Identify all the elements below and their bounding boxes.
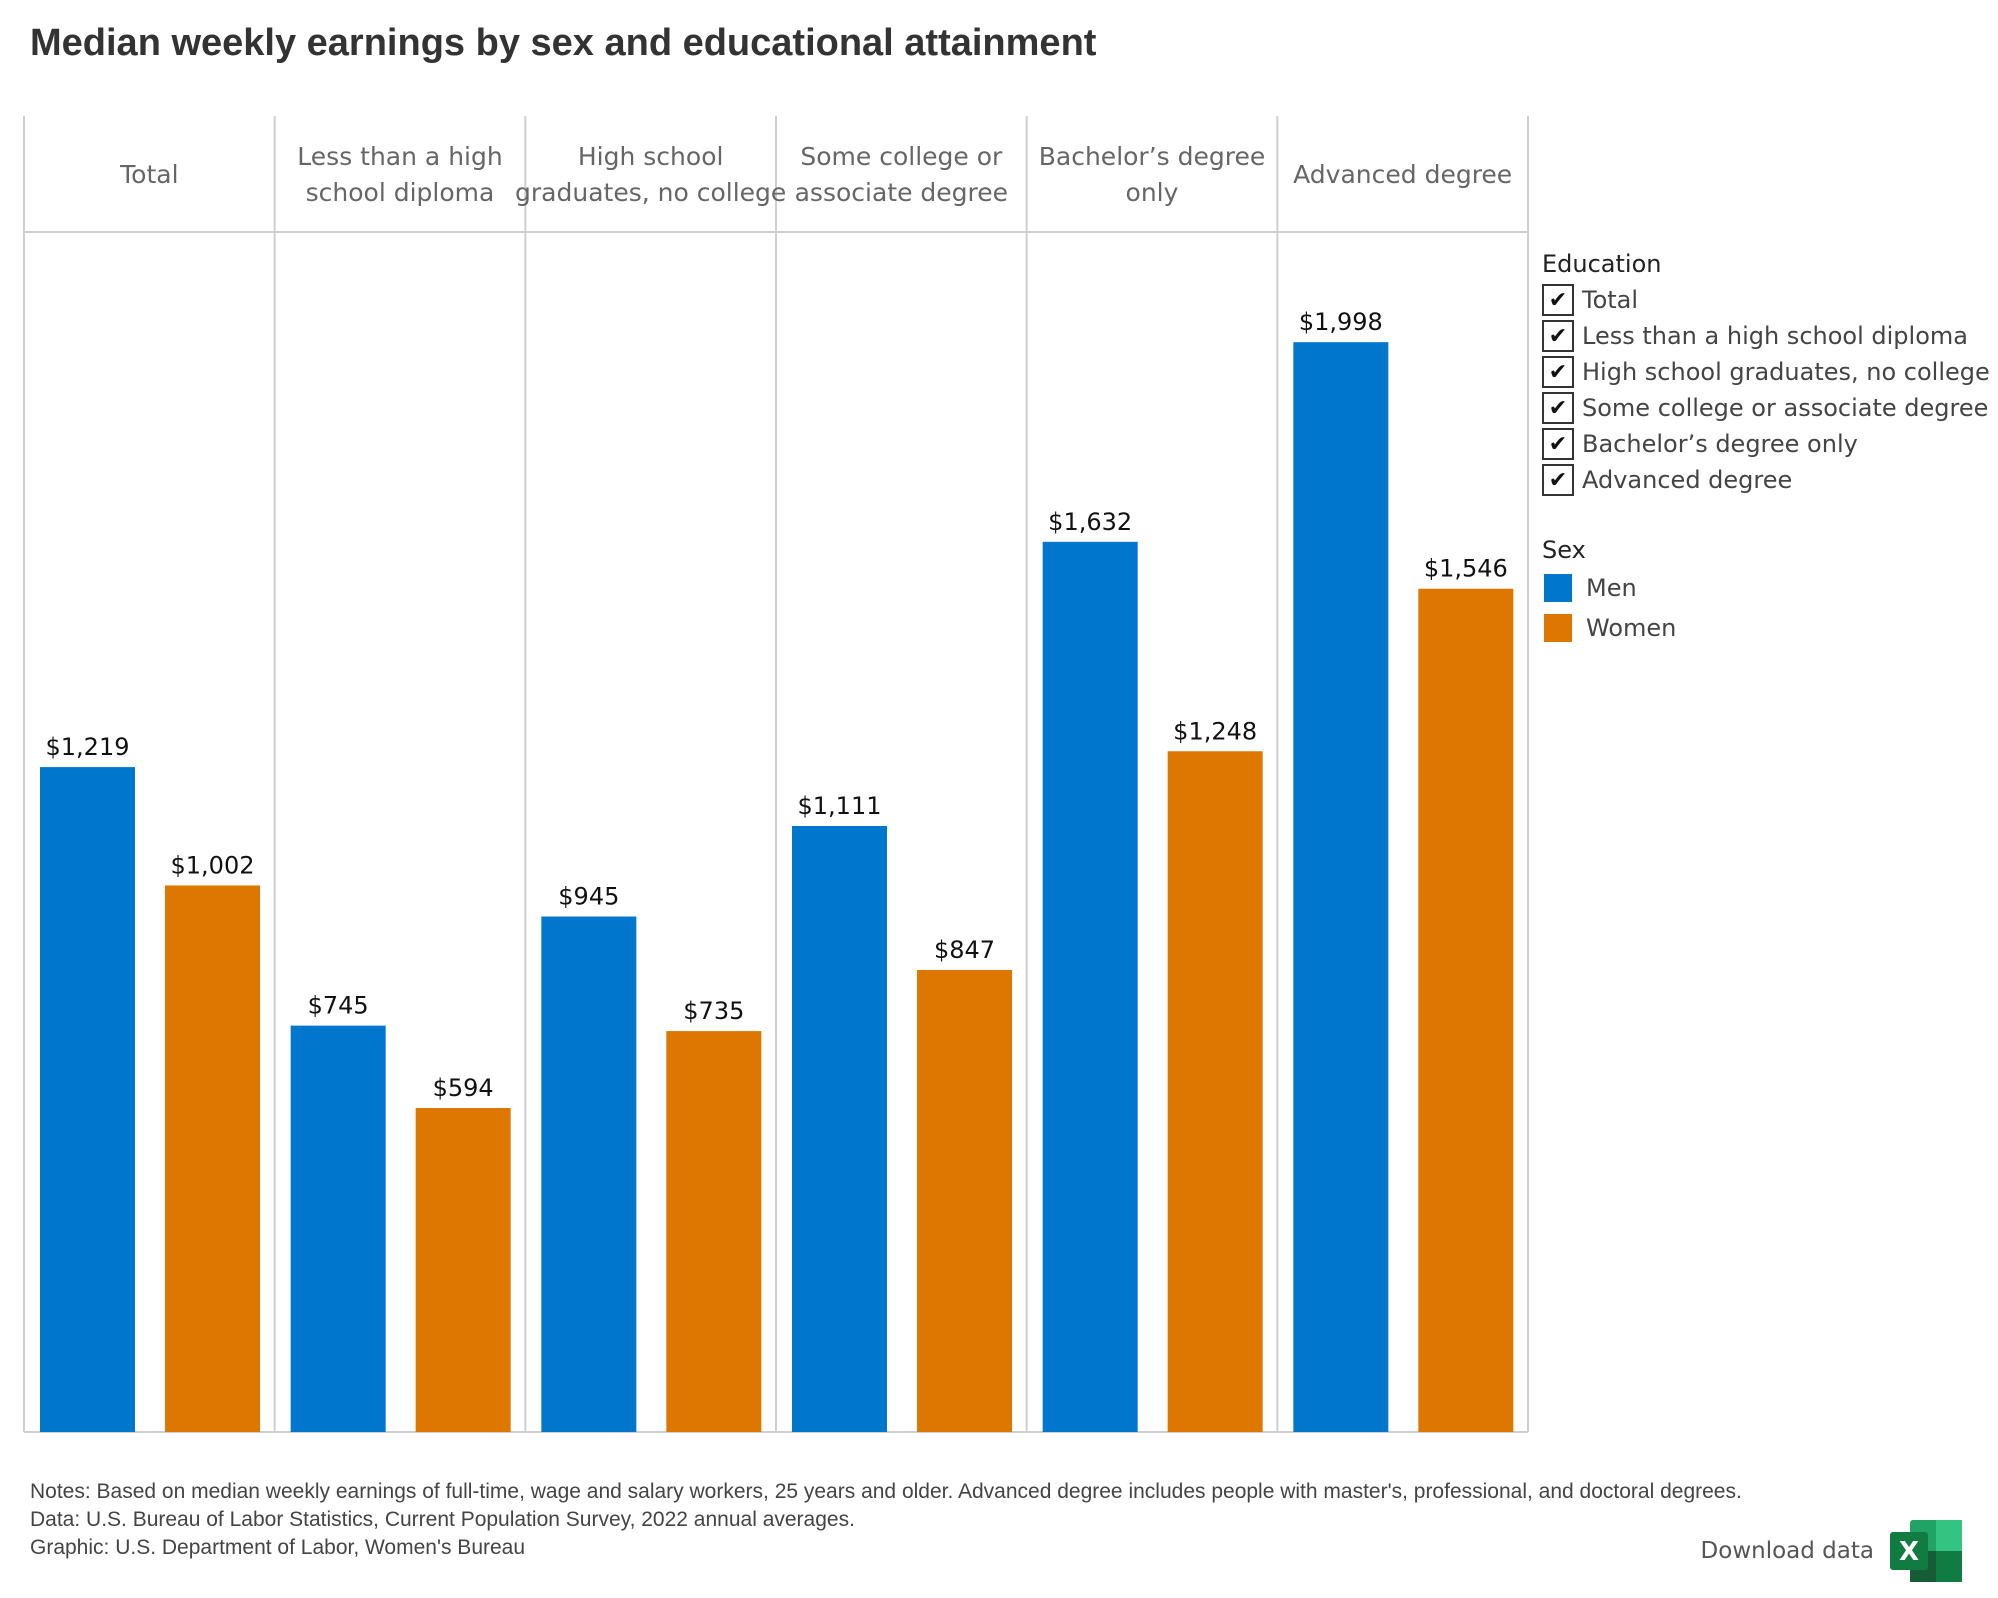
- bar-women[interactable]: [666, 1031, 762, 1432]
- data-label-women: $594: [433, 1074, 494, 1102]
- category-header: High school graduates, no college: [515, 142, 786, 207]
- bar-men[interactable]: [541, 916, 637, 1432]
- education-filter-item[interactable]: ✔ Total: [1542, 282, 1992, 318]
- data-label-men: $1,998: [1299, 308, 1383, 336]
- education-filter-item[interactable]: ✔ Advanced degree: [1542, 462, 1992, 498]
- category-header: Advanced degree: [1293, 160, 1512, 189]
- legend-item-women[interactable]: Women: [1542, 608, 1992, 648]
- education-filter-label: Total: [1582, 286, 1639, 314]
- bar-men[interactable]: [792, 826, 887, 1432]
- bar-chart: Total Less than a high school diplomaHigh …: [23, 116, 1529, 1433]
- education-filter-list: ✔ Total ✔ Less than a high school diploma ✔ H…: [1542, 282, 1992, 498]
- education-filter-label: Some college or associate degree: [1582, 394, 1989, 422]
- data-label-women: $1,002: [171, 851, 255, 879]
- notes-line: Notes: Based on median weekly earnings o…: [30, 1480, 1742, 1503]
- category-header: Some college or associate degree: [795, 142, 1008, 207]
- education-filter-item[interactable]: ✔ High school graduates, no college: [1542, 354, 1992, 390]
- download-data-label: Download data: [1700, 1538, 1874, 1564]
- legend-label-men: Men: [1586, 574, 1637, 602]
- legend-label-women: Women: [1586, 614, 1677, 642]
- data-label-men: $945: [558, 883, 619, 911]
- education-filter-label: Advanced degree: [1582, 466, 1793, 494]
- education-filter-item[interactable]: ✔ Less than a high school diploma: [1542, 318, 1992, 354]
- bar-men[interactable]: [290, 1025, 386, 1432]
- bar-men[interactable]: [1293, 342, 1389, 1432]
- download-data-button[interactable]: Download data X: [1701, 1518, 1964, 1584]
- men-color-swatch: [1544, 574, 1572, 602]
- checkbox-checked-icon[interactable]: ✔: [1542, 320, 1574, 352]
- bar-women[interactable]: [1167, 751, 1263, 1432]
- data-source-line: Data: U.S. Bureau of Labor Statistics, C…: [30, 1508, 855, 1531]
- category-header: Total: [119, 160, 178, 189]
- category-header: Bachelor’s degree only: [1039, 142, 1266, 207]
- excel-icon: X: [1890, 1520, 1962, 1582]
- data-label-women: $1,248: [1173, 717, 1257, 745]
- education-filter-item[interactable]: ✔ Some college or associate degree: [1542, 390, 1992, 426]
- chart-notes: Notes: Based on median weekly earnings o…: [30, 1478, 1742, 1562]
- bar-women[interactable]: [917, 970, 1012, 1432]
- data-label-women: $1,546: [1424, 555, 1508, 583]
- bar-women[interactable]: [415, 1108, 511, 1432]
- education-filter-item[interactable]: ✔ Bachelor’s degree only: [1542, 426, 1992, 462]
- bar-men[interactable]: [1042, 541, 1138, 1432]
- bar-women[interactable]: [1418, 588, 1514, 1432]
- graphic-credit-line: Graphic: U.S. Department of Labor, Women…: [30, 1536, 526, 1559]
- checkbox-checked-icon[interactable]: ✔: [1542, 464, 1574, 496]
- chart-title: Median weekly earnings by sex and educat…: [30, 22, 1097, 64]
- education-filter-label: High school graduates, no college: [1582, 358, 1990, 386]
- bar-men[interactable]: [40, 767, 135, 1432]
- data-label-men: $1,111: [798, 792, 882, 820]
- data-label-men: $1,632: [1048, 508, 1132, 536]
- checkbox-checked-icon[interactable]: ✔: [1542, 428, 1574, 460]
- checkbox-checked-icon[interactable]: ✔: [1542, 392, 1574, 424]
- women-color-swatch: [1544, 614, 1572, 642]
- education-legend-title: Education: [1542, 250, 1662, 278]
- bar-women[interactable]: [165, 885, 260, 1432]
- data-label-men: $745: [308, 992, 369, 1020]
- svg-text:X: X: [1899, 1537, 1919, 1567]
- legend-item-men[interactable]: Men: [1542, 568, 1992, 608]
- sex-legend: Sex Men Women: [1542, 536, 1992, 648]
- education-filter-label: Less than a high school diploma: [1582, 322, 1968, 350]
- education-filter-label: Bachelor’s degree only: [1582, 430, 1858, 458]
- legend: Education ✔ Total ✔ Less than a high school…: [1542, 250, 1992, 648]
- data-label-men: $1,219: [46, 733, 130, 761]
- category-header: Less than a high school diploma: [297, 142, 502, 207]
- checkbox-checked-icon[interactable]: ✔: [1542, 284, 1574, 316]
- checkbox-checked-icon[interactable]: ✔: [1542, 356, 1574, 388]
- sex-legend-title: Sex: [1542, 536, 1586, 564]
- data-label-women: $847: [934, 936, 995, 964]
- data-label-women: $735: [683, 997, 744, 1025]
